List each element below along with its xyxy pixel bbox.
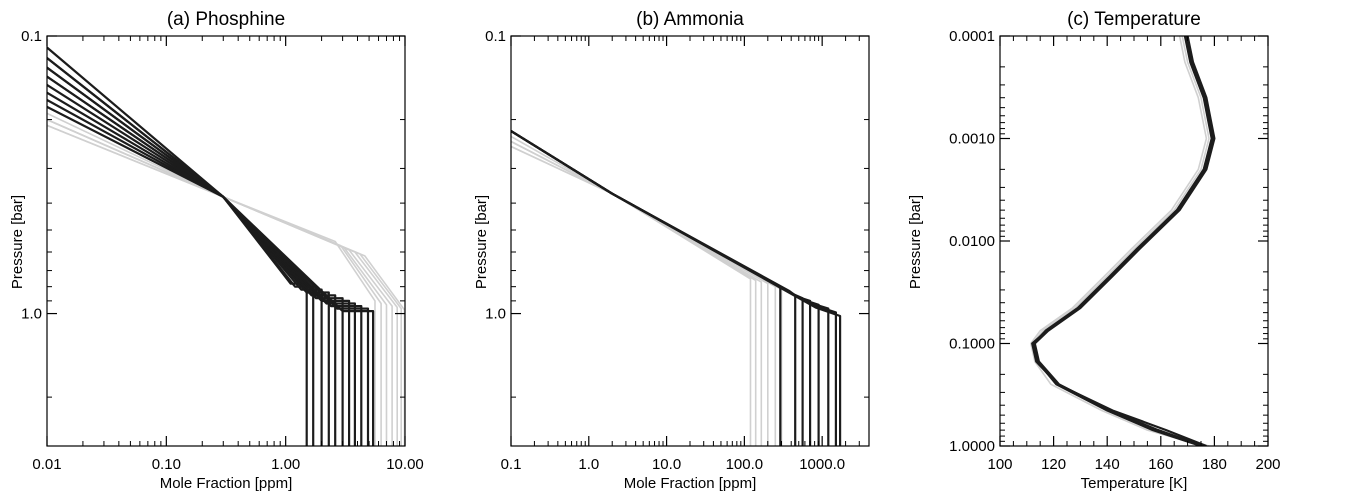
series-line [47,99,351,446]
x-axis-label: Mole Fraction [ppm] [624,475,757,492]
panel-ammonia: (b) Ammonia Mole Fraction [ppm] Pressure… [473,9,870,492]
series-group [1030,36,1216,446]
x-tick-label: 200 [1255,456,1280,473]
x-tick-label: 0.01 [32,456,61,473]
x-tick-label: 1000.0 [799,456,845,473]
y-tick-label: 0.1 [485,28,506,45]
x-tick-label: 0.10 [152,456,181,473]
series-line [47,91,344,446]
x-tick-label: 120 [1041,456,1066,473]
y-tick-label: 0.1 [21,28,42,45]
panel-temperature: (c) Temperature Temperature [K] Pressure… [907,9,1281,492]
series-line [47,46,308,446]
y-tick-label: 0.0001 [949,28,995,45]
x-tick-label: 140 [1095,456,1120,473]
y-tick-label: 0.0010 [949,131,995,148]
x-tick-label: 1.00 [271,456,300,473]
series-line [47,75,375,446]
y-tick-label: 1.0 [21,306,42,323]
series-line [47,118,376,446]
series-line [47,83,337,446]
x-tick-label: 100 [987,456,1012,473]
series-line [511,130,812,446]
x-tick-label: 10.00 [386,456,424,473]
y-tick-label: 1.0000 [949,438,995,455]
panel-title: (a) Phosphine [167,9,285,30]
y-tick-label: 0.0100 [949,233,995,250]
series-line [511,130,804,446]
series-group [511,130,842,446]
plot-frame [46,35,406,447]
series-line [511,140,763,446]
series-line [511,130,842,446]
series-line [47,118,398,446]
y-axis-label: Pressure [bar] [9,195,26,289]
series-line [511,135,769,446]
x-axis-label: Mole Fraction [ppm] [160,475,293,492]
series-line [47,105,356,446]
panel-phosphine: (a) Phosphine Mole Fraction [ppm] Pressu… [9,9,424,492]
x-tick-label: 160 [1148,456,1173,473]
x-axis-label: Temperature [K] [1081,475,1188,492]
series-line [1031,36,1215,446]
y-axis-label: Pressure [bar] [907,195,924,289]
series-line [47,124,382,446]
series-group [47,46,405,446]
panel-title: (c) Temperature [1067,9,1201,30]
y-tick-label: 1.0 [485,306,506,323]
series-line [511,130,782,446]
y-tick-label: 0.1000 [949,336,995,353]
series-line [47,118,405,446]
x-tick-label: 100.0 [726,456,764,473]
series-line [511,130,820,446]
series-line [1030,36,1208,446]
series-line [511,140,777,446]
x-tick-label: 1.0 [578,456,599,473]
x-tick-label: 180 [1202,456,1227,473]
series-line [47,57,370,446]
series-line [47,112,393,446]
series-line [511,130,797,446]
series-line [1033,36,1216,446]
series-line [511,130,837,446]
y-axis-label: Pressure [bar] [473,195,490,289]
series-line [511,140,752,446]
series-line [511,145,783,446]
series-line [511,145,757,446]
series-line [47,66,363,446]
panel-title: (b) Ammonia [636,9,744,30]
x-tick-label: 10.0 [652,456,681,473]
plot-frame [999,35,1269,447]
x-tick-label: 0.1 [501,456,522,473]
